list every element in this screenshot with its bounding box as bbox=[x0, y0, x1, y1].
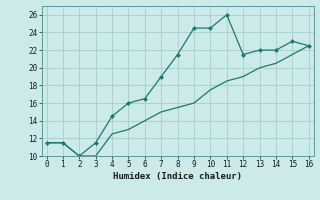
X-axis label: Humidex (Indice chaleur): Humidex (Indice chaleur) bbox=[113, 172, 242, 181]
